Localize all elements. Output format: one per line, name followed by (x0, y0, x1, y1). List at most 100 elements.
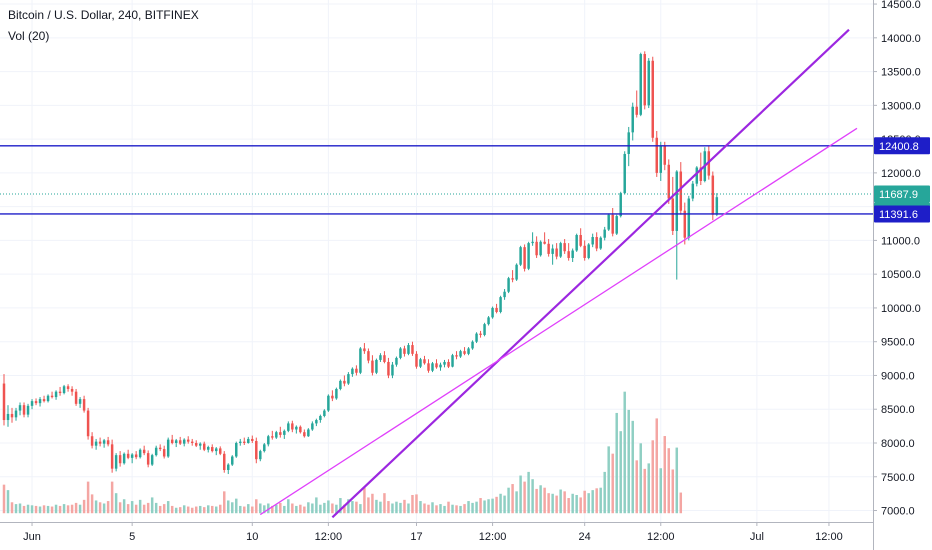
candle-body (331, 395, 334, 399)
volume-bar (447, 501, 450, 514)
volume-bar (471, 502, 474, 514)
candle-body (323, 410, 326, 416)
candle-body (679, 171, 683, 211)
volume-bar (202, 507, 206, 514)
price-tick-label: 7000.0 (881, 506, 915, 518)
candle-body (166, 439, 170, 457)
volume-bar (331, 503, 334, 514)
time-axis[interactable]: Jun 5 10 12:00 17 12:00 24 12:00 Jul 12:00 (0, 522, 873, 550)
candle-body (82, 399, 86, 411)
candle-body (595, 237, 598, 249)
volume-bar (34, 505, 38, 514)
volume-bar (263, 505, 266, 514)
volume-bar (591, 490, 594, 514)
candle-body (523, 247, 526, 269)
candle-body (42, 399, 46, 402)
volume-bar (499, 493, 502, 514)
candle-body (122, 453, 126, 464)
candle-body (463, 351, 466, 354)
candle-body (178, 440, 182, 444)
volume-bar (303, 506, 306, 514)
volume-bar (547, 493, 550, 514)
price-tag-box (874, 185, 930, 203)
candle-body (6, 413, 10, 421)
candle-body (78, 399, 82, 404)
candle-body (102, 440, 106, 444)
volume-bar (122, 499, 126, 514)
volume-bar (399, 502, 402, 514)
candle-body (287, 423, 290, 431)
volume-bar (367, 497, 370, 514)
symbol-title[interactable]: Bitcoin / U.S. Dollar, 240, BITFINEX (8, 8, 199, 22)
candle-body (327, 395, 330, 411)
volume-bar (479, 498, 482, 514)
time-tick-label: 10 (246, 531, 258, 543)
candle-body (243, 441, 246, 443)
price-tick-label: 12000.0 (881, 168, 921, 180)
volume-bar (247, 504, 250, 514)
candle-body (130, 454, 134, 458)
candle-body (295, 426, 298, 430)
volume-bar (407, 503, 410, 514)
volume-bar (415, 494, 418, 514)
volume-bar (30, 505, 34, 514)
price-axis[interactable]: 14500.014000.013500.013000.012500.012000… (873, 0, 932, 550)
volume-bar (571, 493, 574, 514)
volume-bar (118, 502, 122, 514)
grid (0, 0, 873, 522)
volume-bar (174, 507, 178, 514)
candle-body (299, 426, 302, 433)
volume-bar (299, 504, 302, 514)
volume-bar (26, 504, 30, 514)
volume-indicator-label[interactable]: Vol (20) (8, 29, 50, 43)
volume-bar (391, 503, 394, 514)
candle-body (623, 153, 626, 194)
volume-bar (611, 453, 614, 514)
volume-bar (227, 500, 230, 514)
candle-body (170, 439, 174, 443)
candle-body (98, 441, 102, 444)
candle-body (303, 432, 306, 437)
volume-bar (327, 500, 330, 514)
volume-bar (483, 500, 486, 514)
candle-body (271, 436, 274, 438)
volume-bar (134, 504, 138, 514)
volume-bar (411, 494, 414, 514)
candle-body (431, 363, 434, 371)
volume-bar (599, 487, 602, 514)
candle-body (579, 235, 582, 246)
candle-body (575, 235, 578, 251)
candle-body (699, 167, 703, 181)
candle-body (459, 351, 462, 357)
price-tick-label: 14500.0 (881, 0, 921, 11)
volume-bar (22, 505, 26, 514)
volume-bar (215, 506, 218, 514)
candle-body (551, 248, 554, 254)
candle-body (611, 214, 614, 234)
candle-body (134, 454, 138, 458)
candle-body (235, 442, 238, 457)
candle-body (367, 351, 370, 361)
candle-body (559, 243, 562, 257)
volume-bar (78, 504, 82, 514)
candle-body (38, 399, 42, 404)
candle-body (471, 341, 474, 349)
price-tag-box (874, 205, 930, 223)
volume-bar (54, 504, 58, 514)
volume-bar (198, 505, 202, 514)
volume-bar (459, 505, 462, 514)
volume-bar (475, 501, 478, 514)
volume-bar (206, 505, 210, 514)
candle-body (90, 436, 94, 446)
candle-body (267, 436, 270, 445)
volume-bar (531, 479, 534, 514)
price-tick-label: 13500.0 (881, 67, 921, 79)
volume-bar (14, 504, 18, 514)
volume-bar (627, 409, 630, 514)
volume-bar (663, 436, 667, 514)
volume-bar (451, 504, 454, 514)
volume-bar (671, 469, 675, 514)
candle-body (18, 405, 22, 411)
volume-bar (675, 447, 679, 514)
